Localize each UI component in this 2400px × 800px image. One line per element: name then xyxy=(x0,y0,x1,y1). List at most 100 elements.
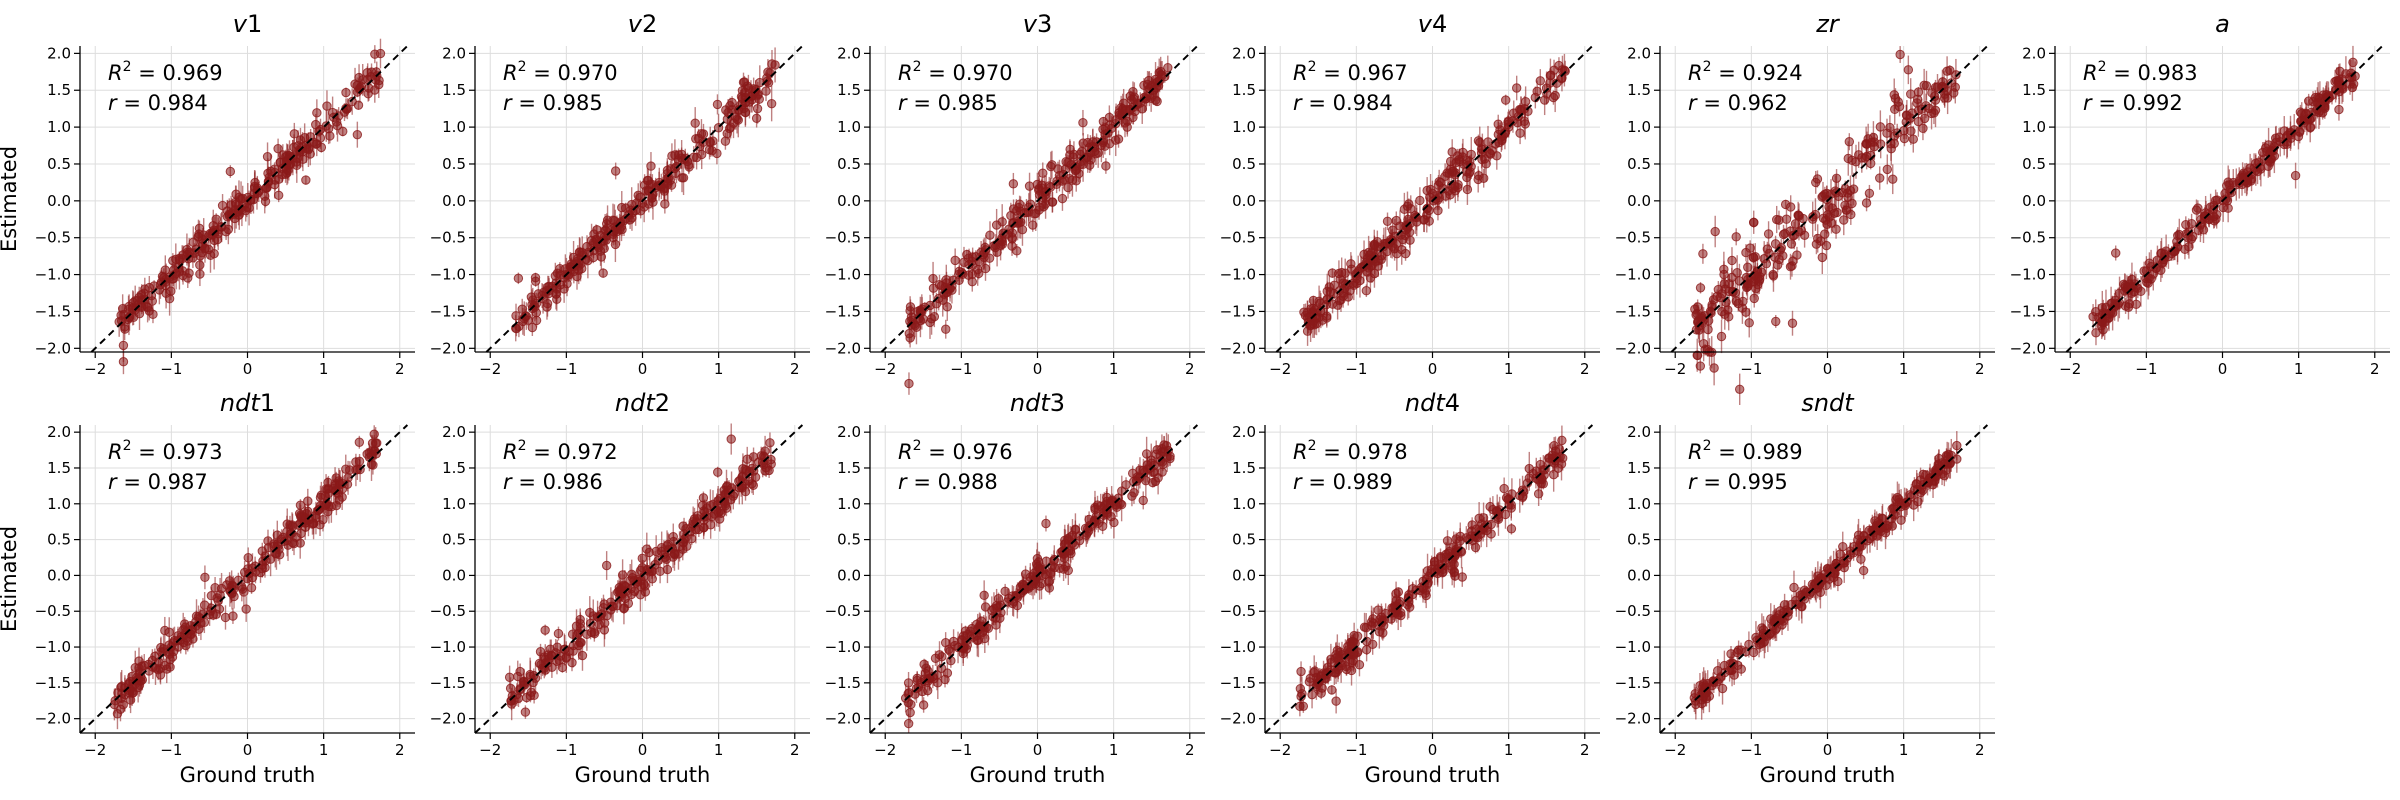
panel-title-index: 1 xyxy=(247,10,262,38)
r-squared-equals: = xyxy=(1712,61,1743,85)
data-point xyxy=(1465,166,1475,177)
data-point xyxy=(770,60,780,70)
data-point xyxy=(2191,205,2202,215)
data-point xyxy=(1727,272,1737,283)
correlation-value: 0.984 xyxy=(1333,91,1393,115)
x-tick-label: 0 xyxy=(1033,360,1043,378)
correlation-equals: = xyxy=(117,470,148,494)
correlation-equals: = xyxy=(512,91,543,115)
data-point xyxy=(327,107,338,118)
data-point xyxy=(722,481,732,491)
y-tick-label: 0.0 xyxy=(1627,192,1651,210)
data-point xyxy=(1827,203,1837,213)
identity-line xyxy=(1275,45,1594,353)
data-point xyxy=(669,549,680,559)
data-point xyxy=(1875,173,1885,183)
correlation-symbol: r xyxy=(1688,91,1698,115)
r-squared-symbol: R xyxy=(2083,61,2098,85)
data-point xyxy=(134,667,145,678)
data-point xyxy=(1895,49,1905,60)
data-point xyxy=(2180,244,2190,254)
y-tick-label: −2.0 xyxy=(430,710,466,728)
r-squared-equals: = xyxy=(527,440,558,464)
data-point xyxy=(617,202,627,213)
y-tick-label: −0.5 xyxy=(1615,229,1651,247)
data-point xyxy=(1511,83,1522,93)
panel-title-index: 4 xyxy=(1432,10,1447,38)
data-point xyxy=(1038,168,1048,178)
panel-title: ndt1 xyxy=(220,389,275,417)
data-point xyxy=(368,460,378,470)
data-point xyxy=(642,544,652,554)
data-point xyxy=(531,315,542,326)
data-point xyxy=(367,446,377,456)
identity-line xyxy=(1670,45,1989,353)
correlation-symbol: r xyxy=(503,91,513,115)
data-point xyxy=(1362,267,1372,277)
scatter-panel-v3: −2 −1 0 1 2 −2.0 −1.5 −1.0 −0.5 0.0 0.5 1.0 1.5 2.0 v3… xyxy=(825,10,1205,395)
x-tick-label: 2 xyxy=(1185,360,1195,378)
data-point xyxy=(1556,73,1567,84)
y-tick-label: 1.0 xyxy=(442,495,466,513)
data-point xyxy=(184,268,194,278)
x-tick-label: 1 xyxy=(1109,360,1119,378)
data-point xyxy=(1535,76,1546,86)
scatter-panel-v4: −2 −1 0 1 2 −2.0 −1.5 −1.0 −0.5 0.0 0.5 1.0 1.5 2.0 v4… xyxy=(1220,10,1600,378)
grid xyxy=(870,46,1205,352)
scatter-panel-ndt3: −2 −1 0 1 2−2.0−1.5−1.0−0.50.00.51.01.52.0nd… xyxy=(825,389,1205,787)
data-point xyxy=(1069,149,1079,160)
y-tick-label: 0.0 xyxy=(442,192,466,210)
r-squared-exponent: 2 xyxy=(2098,59,2107,75)
panel-title: ndt2 xyxy=(615,389,670,417)
data-point xyxy=(262,151,273,162)
r-squared-equals: = xyxy=(132,440,163,464)
data-point xyxy=(1104,138,1115,149)
data-point xyxy=(1382,216,1393,226)
data-point xyxy=(220,612,231,623)
data-points xyxy=(1299,53,1570,346)
data-point xyxy=(260,196,271,207)
correlation-annotation: r = 0.986 xyxy=(503,470,603,494)
data-point xyxy=(200,572,210,583)
panel-title-index: 1 xyxy=(260,389,275,417)
y-tick-label: 0.5 xyxy=(47,155,71,173)
data-point xyxy=(1405,235,1415,245)
data-point xyxy=(1324,282,1335,292)
r-squared-value: 0.973 xyxy=(162,440,222,464)
data-point xyxy=(155,670,166,680)
y-tick-label: 1.0 xyxy=(47,495,71,513)
data-point xyxy=(225,166,236,177)
data-point xyxy=(332,120,343,131)
data-point xyxy=(143,659,154,670)
data-point xyxy=(677,173,687,183)
panel-title-index: 2 xyxy=(655,389,670,417)
y-tick-label: 1.0 xyxy=(837,118,861,136)
data-point xyxy=(2091,328,2101,338)
data-point xyxy=(904,378,914,389)
data-point xyxy=(1761,259,1772,269)
data-points xyxy=(114,38,386,375)
data-point xyxy=(1787,318,1798,328)
data-point xyxy=(1946,78,1957,88)
data-point xyxy=(1343,280,1353,290)
data-point xyxy=(1300,310,1311,321)
panel-title: v3 xyxy=(1023,10,1052,38)
data-point xyxy=(572,271,582,282)
data-point xyxy=(209,248,219,259)
data-point xyxy=(124,301,134,312)
correlation-value: 0.985 xyxy=(543,91,603,115)
data-point xyxy=(1477,154,1487,165)
data-point xyxy=(1903,65,1914,75)
data-point xyxy=(291,157,302,167)
data-point xyxy=(1078,118,1088,128)
data-point xyxy=(1101,161,1111,171)
data-point xyxy=(599,618,610,628)
identity-line xyxy=(90,45,409,353)
data-point xyxy=(112,709,123,719)
data-point xyxy=(1811,177,1821,188)
panel-title-italic: v xyxy=(1418,10,1433,38)
data-point xyxy=(221,227,231,237)
data-point xyxy=(1899,133,1910,144)
data-point xyxy=(1906,89,1916,99)
data-point xyxy=(289,129,300,139)
